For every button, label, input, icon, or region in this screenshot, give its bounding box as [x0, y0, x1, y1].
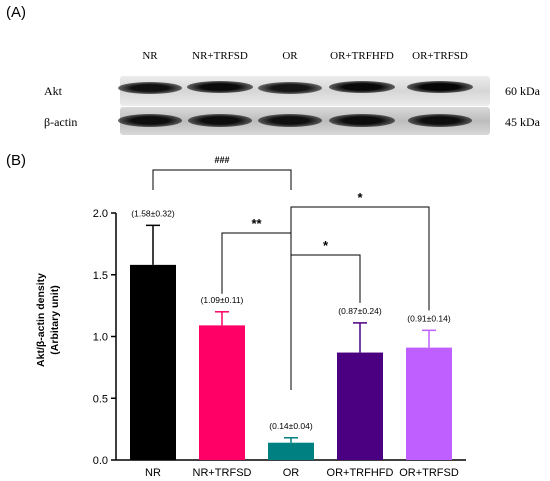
- lane-label: OR: [282, 50, 298, 62]
- blot-band: [117, 114, 183, 127]
- lane-label: NR: [142, 50, 158, 62]
- lane-label: OR+TRFHFD: [330, 50, 394, 62]
- blot-band: [187, 114, 253, 127]
- blot-row-label-actin: β-actin: [44, 115, 78, 129]
- bar: [406, 347, 452, 460]
- x-tick-label: OR: [283, 467, 300, 479]
- blot-strip-actin: [117, 107, 490, 135]
- panel-b-label: (B): [6, 152, 26, 169]
- y-axis-label: Akt/β-actin density: [35, 273, 47, 367]
- y-axis-sublabel: (Arbitary unit): [49, 285, 61, 354]
- x-tick-label: NR+TRFSD: [193, 467, 252, 479]
- y-tick-label: 0.0: [93, 455, 108, 467]
- bar: [268, 442, 314, 460]
- bar: [337, 352, 383, 460]
- blot-band: [257, 114, 323, 127]
- panel-a-label: (A): [6, 4, 26, 21]
- significance-bracket: [152, 169, 292, 190]
- significance-label: *: [323, 238, 329, 253]
- data-label: (0.14±0.04): [269, 421, 313, 431]
- bar: [130, 264, 176, 460]
- y-tick-label: 0.5: [93, 393, 108, 405]
- y-tick-label: 2.0: [93, 208, 108, 220]
- blot-kda-akt: 60 kDa: [505, 84, 540, 98]
- data-label: (1.09±0.11): [201, 295, 244, 305]
- lane-label: NR+TRFSD: [192, 50, 248, 62]
- y-tick-label: 1.0: [93, 332, 108, 344]
- blot-band: [258, 82, 322, 95]
- significance-label: ###: [214, 155, 229, 165]
- significance-label: *: [357, 190, 363, 205]
- blot-kda-actin: 45 kDa: [505, 115, 540, 129]
- blot-band: [407, 114, 473, 127]
- blot-band: [329, 114, 395, 127]
- lane-label: OR+TRFSD: [412, 50, 468, 62]
- data-label: (0.91±0.14): [407, 313, 451, 323]
- bar: [199, 325, 245, 460]
- blot-row-label-akt: Akt: [44, 84, 62, 98]
- blot-strip-akt: [117, 76, 490, 106]
- blot-band: [329, 81, 395, 94]
- data-label: (1.58±0.32): [131, 208, 175, 218]
- significance-bracket: [290, 206, 430, 390]
- x-tick-label: OR+TRFHFD: [327, 467, 394, 479]
- data-label: (0.87±0.24): [338, 306, 382, 316]
- blot-band: [187, 81, 253, 94]
- blot-band: [117, 81, 183, 94]
- significance-label: **: [251, 216, 262, 231]
- x-tick-label: NR: [145, 467, 161, 479]
- x-tick-label: OR+TRFSD: [399, 467, 459, 479]
- y-tick-label: 1.5: [93, 270, 108, 282]
- blot-band: [407, 81, 473, 94]
